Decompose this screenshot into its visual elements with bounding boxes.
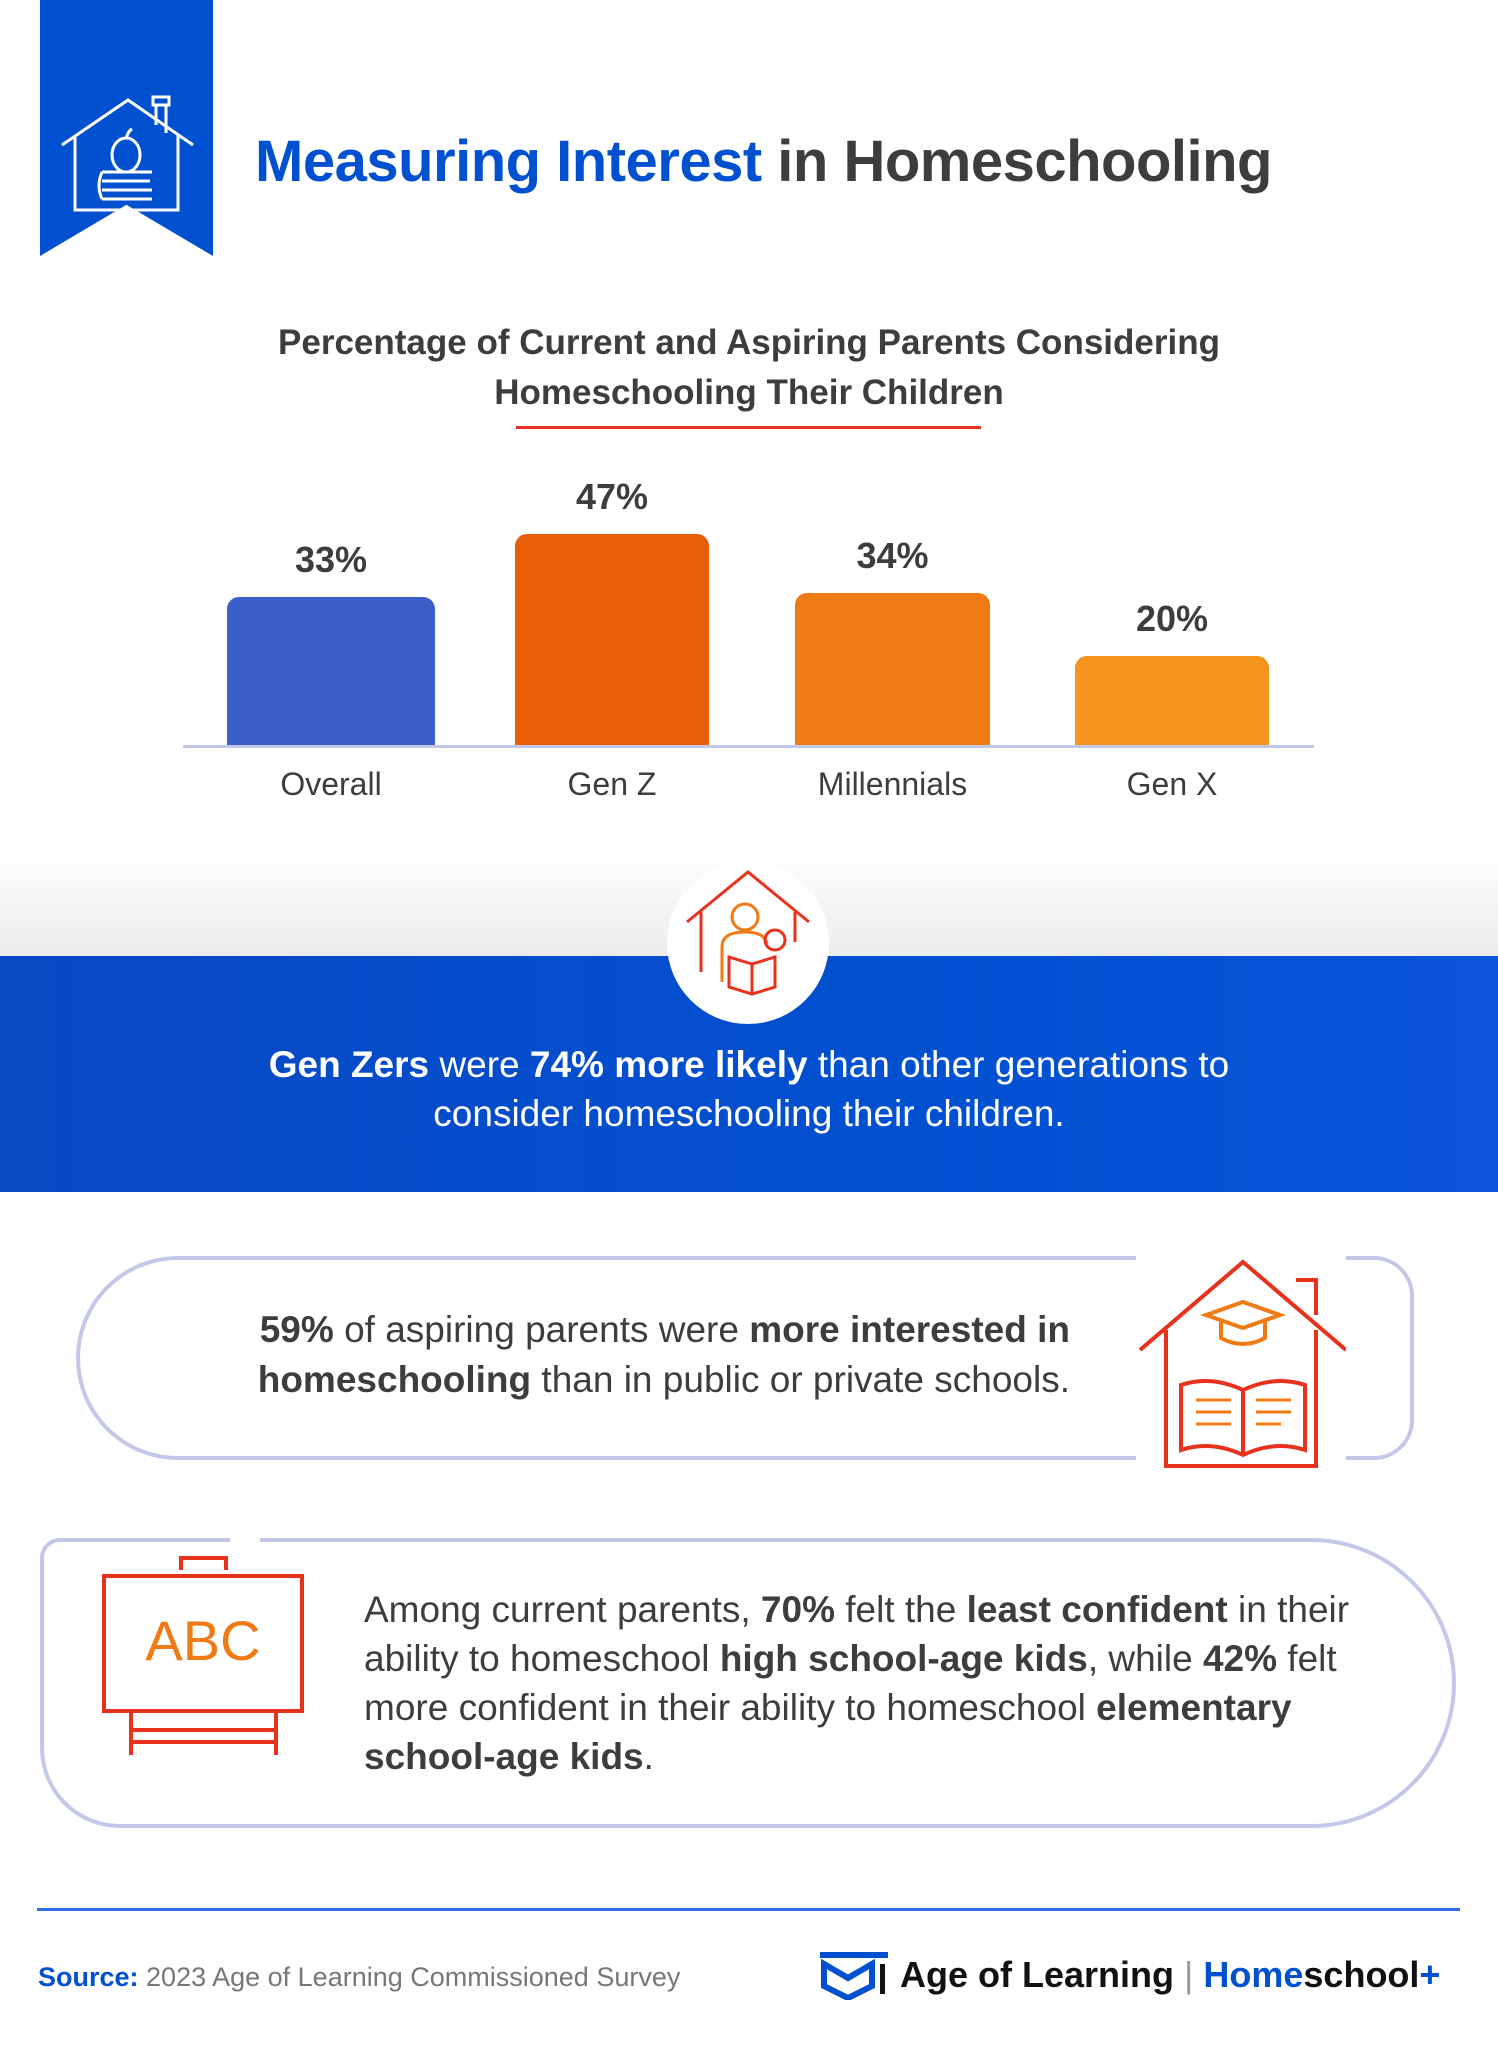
page-title: Measuring Interest in Homeschooling bbox=[255, 128, 1273, 195]
logo-separator: | bbox=[1184, 1954, 1194, 1995]
house-parent-child-reading-icon bbox=[686, 870, 810, 996]
title-underline bbox=[516, 426, 981, 429]
bar-millennials bbox=[795, 592, 990, 746]
logo-brand: Age of Learning bbox=[900, 1954, 1175, 1995]
bar-value-label: 47% bbox=[575, 476, 649, 517]
stat-text-part: Among current parents, bbox=[364, 1589, 761, 1630]
abc-text: ABC bbox=[145, 1609, 260, 1672]
bar-value-label: 20% bbox=[1135, 597, 1209, 639]
category-label: Gen X bbox=[1126, 766, 1218, 802]
logo-product-home: Home bbox=[1203, 1954, 1304, 1995]
stat-text-part: in their ability to homeschool bbox=[364, 1589, 1350, 1679]
bar-gen-z bbox=[515, 534, 709, 746]
category-label: Overall bbox=[280, 766, 382, 802]
stat-text-part: felt the bbox=[834, 1589, 967, 1630]
stat-text-part: felt more confident in their ability to … bbox=[364, 1638, 1337, 1728]
highlight-bold: Gen Zers bbox=[268, 1044, 430, 1085]
border-gap bbox=[230, 1530, 260, 1542]
stat-bold: 70% bbox=[760, 1589, 835, 1630]
stat-bold: least confident bbox=[966, 1589, 1228, 1630]
highlight-text-part: were bbox=[429, 1044, 530, 1085]
stat-1-text: 59% of aspiring parents were more intere… bbox=[150, 1305, 1070, 1405]
chart-title: Percentage of Current and Aspiring Paren… bbox=[278, 323, 1220, 412]
bar-gen-x bbox=[1075, 655, 1269, 746]
house-apple-books-icon bbox=[61, 95, 194, 212]
category-label: Millennials bbox=[817, 766, 968, 802]
source-label: Source: bbox=[38, 1962, 139, 1992]
source-citation: Source: 2023 Age of Learning Commissione… bbox=[38, 1962, 680, 1993]
highlight-text: Gen Zers were 74% more likely than other… bbox=[0, 1040, 1498, 1138]
stat-bold: high school-age kids bbox=[719, 1638, 1088, 1679]
brand-logo: Age of Learning | Homeschool+ bbox=[818, 1950, 1440, 2000]
footer-divider bbox=[37, 1908, 1460, 1911]
icon-circle bbox=[667, 862, 829, 1024]
abc-chalkboard: ABC bbox=[96, 1550, 311, 1765]
source-text: 2023 Age of Learning Commissioned Survey bbox=[138, 1962, 681, 1992]
header-banner bbox=[40, 0, 213, 256]
stat-bold: elementary school-age kids bbox=[364, 1687, 1292, 1777]
stat-box-1 bbox=[76, 1256, 1414, 1460]
logo-product: Homeschool+ bbox=[1203, 1954, 1440, 1996]
stat-bold: more interested in homeschooling bbox=[257, 1309, 1070, 1400]
stat-text-part: than in public or private schools. bbox=[531, 1359, 1070, 1400]
title-rest: in Homeschooling bbox=[761, 129, 1272, 194]
stat-text-part: , while bbox=[1087, 1638, 1203, 1679]
highlight-bold: 74% more likely bbox=[529, 1044, 808, 1085]
bar-value-label: 34% bbox=[856, 534, 929, 576]
stat-2-text: Among current parents, 70% felt the leas… bbox=[364, 1585, 1364, 1781]
house-graduation-book-icon bbox=[1138, 1259, 1348, 1468]
stat-bold: 59% bbox=[259, 1309, 334, 1350]
logo-product-rest: school bbox=[1303, 1954, 1420, 1995]
logo-plus: + bbox=[1419, 1954, 1441, 1995]
stat-text-part: of aspiring parents were bbox=[333, 1309, 750, 1350]
icon-mask bbox=[1136, 1250, 1348, 1470]
stat-bold: 42% bbox=[1202, 1638, 1278, 1679]
bar-overall bbox=[227, 597, 435, 746]
stat-box-2 bbox=[40, 1538, 1456, 1828]
title-highlight: Measuring Interest bbox=[255, 129, 762, 194]
shield-logo-icon bbox=[820, 1952, 888, 2000]
stat-text-part: . bbox=[643, 1736, 654, 1777]
x-axis-line bbox=[183, 745, 1314, 748]
abc-chalkboard-icon: ABC bbox=[102, 1556, 304, 1755]
highlight-text-part: than other generations to consider homes… bbox=[433, 1044, 1230, 1134]
bar-value-label: 33% bbox=[294, 539, 368, 581]
category-label: Gen Z bbox=[567, 766, 657, 802]
